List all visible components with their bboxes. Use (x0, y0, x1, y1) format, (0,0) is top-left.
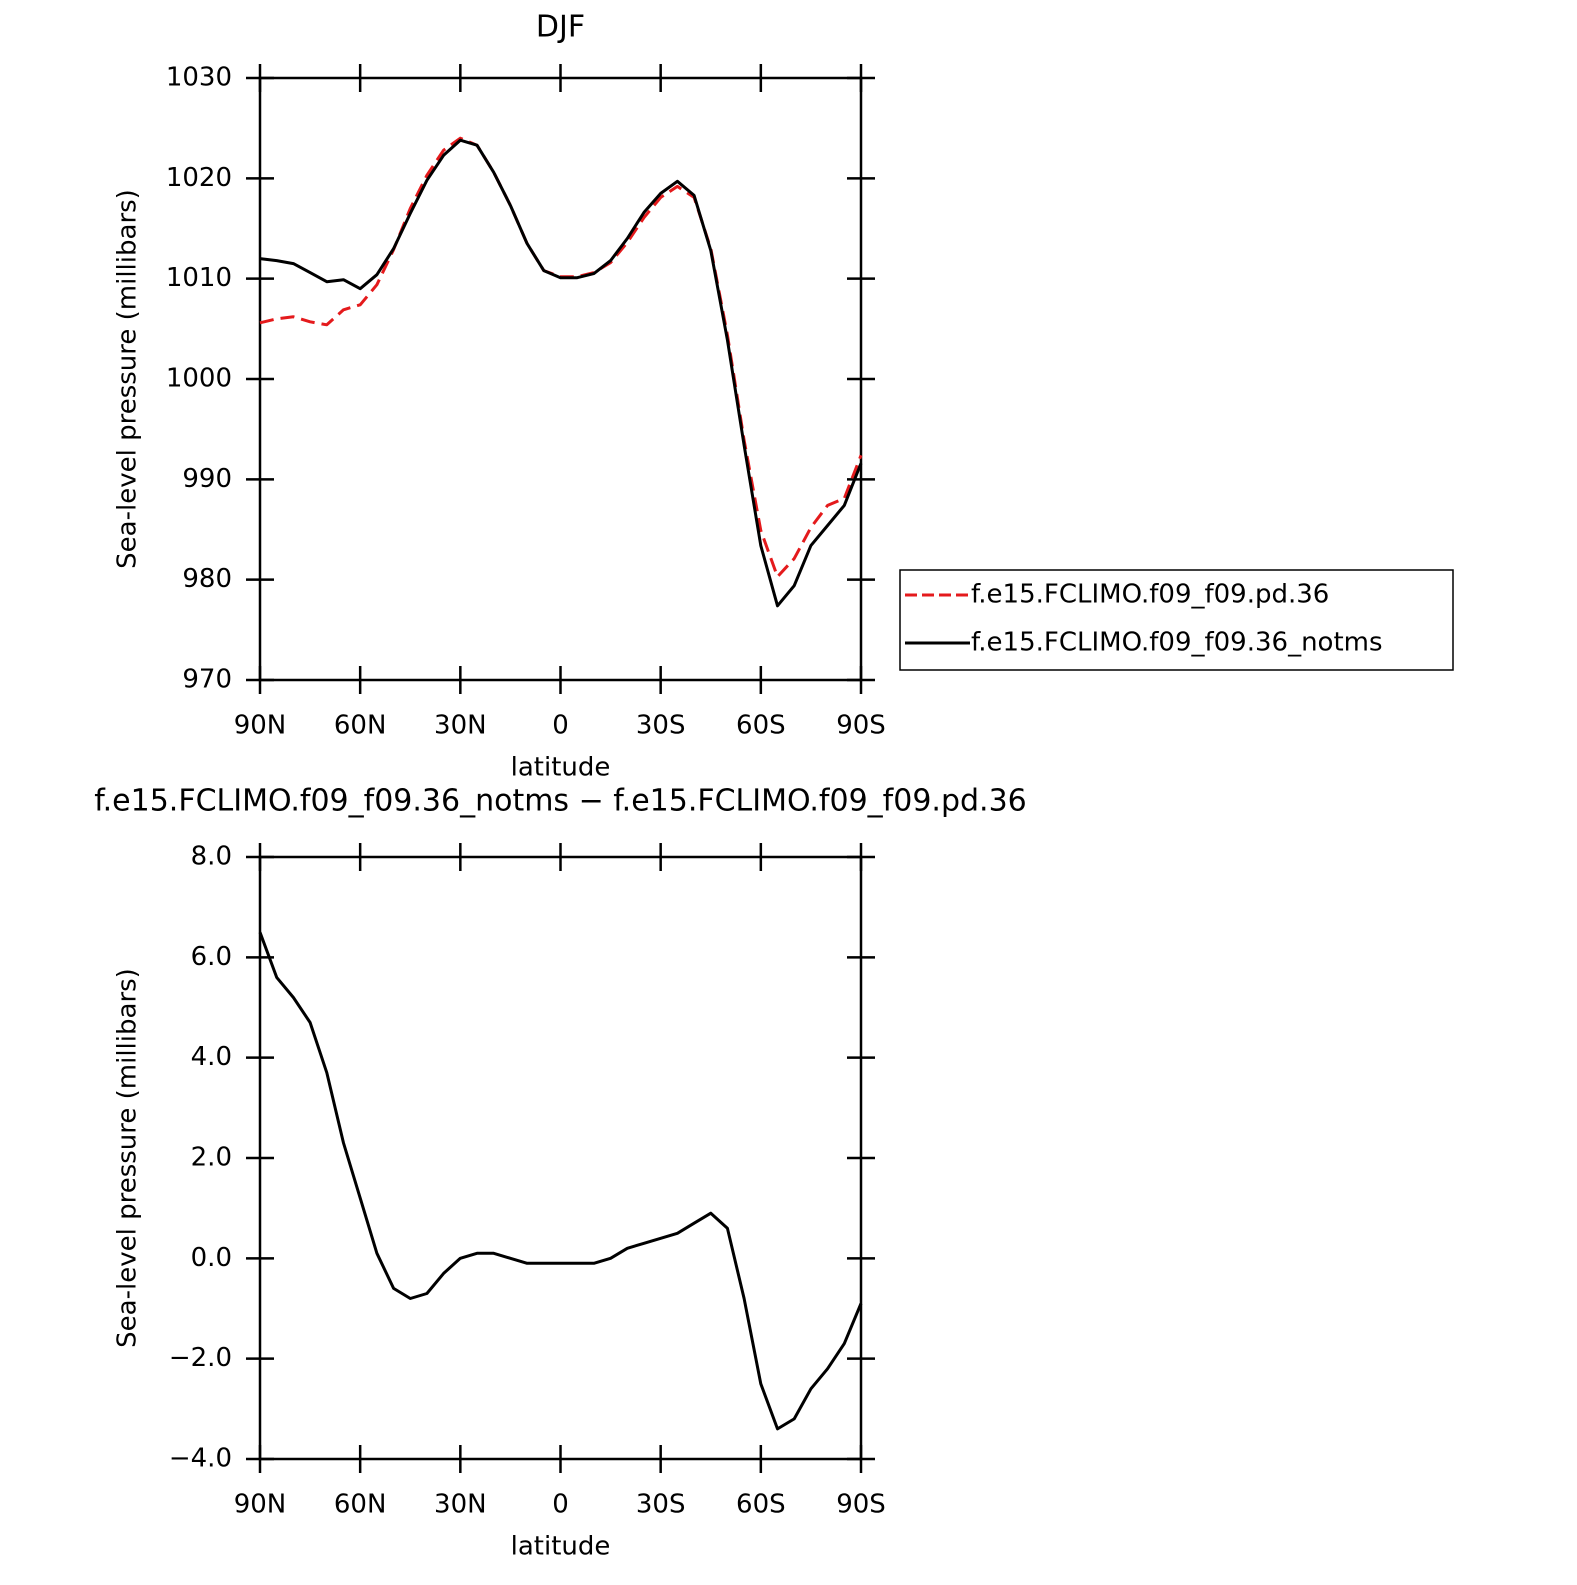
x-tick-label: 30S (636, 711, 686, 741)
y-axis-label: Sea-level pressure (millibars) (113, 189, 143, 569)
chart-title: DJF (536, 10, 585, 45)
legend-label: f.e15.FCLIMO.f09_f09.pd.36 (971, 580, 1329, 610)
data-line (259, 136, 863, 579)
x-tick-label: 60N (334, 1490, 387, 1520)
x-tick-label: 60S (736, 711, 786, 741)
y-tick-label: 4.0 (191, 1042, 232, 1072)
data-line (259, 138, 863, 608)
x-axis-label: latitude (511, 753, 611, 783)
plot-frame (258, 76, 863, 682)
y-tick-label: 1030 (166, 63, 232, 93)
y-axis-label: Sea-level pressure (millibars) (113, 968, 143, 1348)
x-tick-label: 30N (434, 1490, 487, 1520)
y-tick-label: −2.0 (169, 1343, 232, 1373)
legend-label: f.e15.FCLIMO.f09_f09.36_notms (971, 628, 1383, 658)
y-tick-label: 8.0 (191, 842, 232, 872)
x-tick-label: 90N (234, 711, 287, 741)
y-tick-label: −4.0 (169, 1444, 232, 1474)
plot-frame (258, 855, 863, 1461)
y-tick-label: 6.0 (191, 942, 232, 972)
x-axis-label: latitude (511, 1532, 611, 1562)
y-tick-label: 970 (182, 665, 232, 695)
y-tick-label: 980 (182, 564, 232, 594)
x-tick-label: 0 (552, 711, 569, 741)
x-tick-label: 90N (234, 1490, 287, 1520)
x-tick-label: 90S (836, 1490, 886, 1520)
data-line (258, 931, 863, 1431)
x-tick-label: 30N (434, 711, 487, 741)
chart-title: f.e15.FCLIMO.f09_f09.36_notms − f.e15.FC… (94, 784, 1027, 819)
y-tick-label: 0.0 (191, 1243, 232, 1273)
y-tick-label: 2.0 (191, 1143, 232, 1173)
x-tick-label: 90S (836, 711, 886, 741)
y-tick-label: 990 (182, 464, 232, 494)
x-tick-label: 60N (334, 711, 387, 741)
x-tick-label: 30S (636, 1490, 686, 1520)
y-tick-label: 1010 (166, 263, 232, 293)
legend-box (899, 569, 1454, 671)
x-tick-label: 60S (736, 1490, 786, 1520)
x-tick-label: 0 (552, 1490, 569, 1520)
y-tick-label: 1020 (166, 163, 232, 193)
y-tick-label: 1000 (166, 364, 232, 394)
